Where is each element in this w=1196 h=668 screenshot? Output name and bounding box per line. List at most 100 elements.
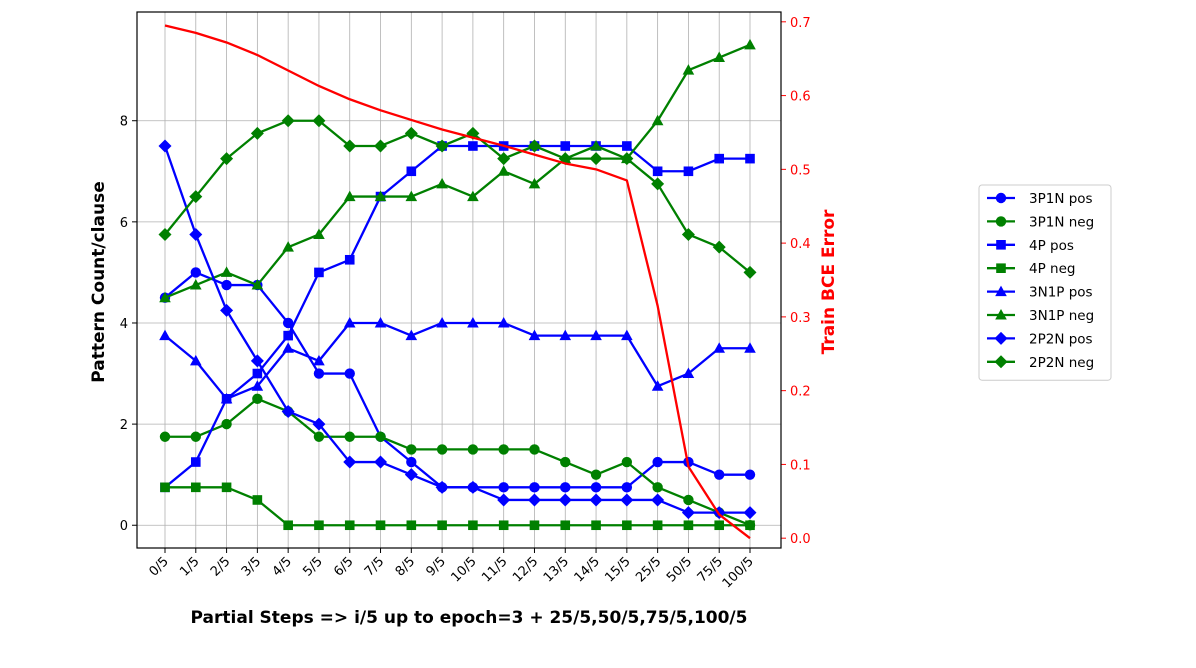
data-point	[651, 380, 664, 391]
data-point	[713, 51, 726, 63]
data-point	[590, 469, 602, 480]
x-tick-label: 2/5	[208, 554, 233, 579]
data-point	[745, 520, 755, 531]
y2-tick-label: 0.2	[790, 385, 811, 400]
data-point	[314, 520, 324, 531]
legend-item-4p-neg: 4P neg	[987, 261, 1075, 277]
data-point	[468, 141, 478, 151]
series-train-bce-error	[164, 24, 751, 540]
y2-tick-label: 0.7	[790, 16, 811, 31]
plot-frame	[136, 11, 782, 549]
data-point	[374, 316, 387, 328]
data-point	[745, 153, 755, 164]
y-tick-label: 2	[120, 418, 128, 433]
data-point	[651, 493, 665, 507]
data-point	[498, 444, 509, 455]
data-point	[437, 520, 447, 531]
y2-tick-label: 0.0	[790, 532, 811, 547]
data-point	[281, 114, 295, 128]
data-point	[343, 139, 357, 153]
data-point	[621, 456, 633, 468]
data-point	[250, 126, 264, 140]
legend-marker	[994, 355, 1008, 369]
data-point	[558, 493, 572, 507]
series-3p1n-neg	[159, 393, 756, 531]
data-point	[158, 227, 172, 241]
x-tick-label: 4/5	[270, 554, 295, 579]
data-point	[159, 329, 171, 341]
data-point	[559, 329, 572, 341]
data-point	[527, 139, 541, 153]
grid-lines	[137, 12, 781, 548]
data-point	[744, 38, 756, 50]
data-point	[159, 291, 171, 303]
data-point	[528, 329, 541, 341]
data-point	[529, 520, 540, 531]
data-point	[620, 152, 634, 166]
legend-box	[978, 184, 1112, 381]
data-point	[527, 493, 541, 507]
data-point	[590, 329, 602, 341]
y2-tick-label: 0.1	[790, 458, 811, 473]
data-point	[622, 141, 632, 151]
legend-marker	[994, 331, 1008, 345]
data-point	[221, 279, 232, 291]
x-tick-label: 6/5	[331, 554, 356, 579]
data-point	[283, 520, 293, 531]
data-point	[652, 520, 663, 531]
right-y-axis-label: Train BCE Error	[819, 209, 839, 354]
data-point	[251, 279, 264, 290]
data-point	[344, 368, 355, 379]
x-tick-label: 10/5	[448, 554, 479, 585]
data-point	[621, 482, 633, 493]
data-point	[252, 495, 263, 505]
series-3n1p-pos	[159, 316, 756, 404]
series-3n1p-neg	[159, 38, 756, 303]
legend-marker	[995, 309, 1007, 320]
legend-item-4p-pos: 4P pos	[987, 238, 1074, 254]
data-point	[497, 165, 510, 176]
legend-marker	[996, 240, 1006, 250]
data-point	[435, 139, 449, 153]
legend-marker	[995, 285, 1007, 297]
data-point	[406, 444, 417, 455]
data-point	[281, 404, 295, 418]
series-line	[164, 321, 750, 400]
y-tick-label: 6	[120, 216, 128, 231]
data-point	[683, 494, 694, 506]
data-point	[528, 177, 541, 189]
data-point	[713, 342, 726, 353]
series-line	[164, 24, 751, 540]
data-point	[436, 177, 448, 189]
data-point	[589, 152, 603, 166]
x-axis-label: Partial Steps => i/5 up to epoch=3 + 25/…	[191, 608, 748, 628]
x-tick-label: 5/5	[300, 554, 325, 579]
data-point	[498, 482, 509, 493]
y2-tick-label: 0.6	[790, 90, 811, 105]
legend-label: 3N1P neg	[1029, 308, 1094, 324]
x-tick-label: 25/5	[633, 554, 664, 585]
data-point	[683, 166, 694, 177]
data-point	[375, 520, 386, 531]
data-point	[251, 380, 264, 391]
data-point	[344, 431, 355, 442]
x-tick-label: 13/5	[541, 554, 572, 585]
data-point	[467, 190, 479, 202]
data-point	[189, 354, 202, 366]
data-point	[283, 330, 293, 341]
x-tick-label: 50/5	[664, 554, 695, 585]
data-point	[344, 254, 355, 265]
data-point	[405, 329, 418, 341]
x-tick-label: 3/5	[239, 554, 264, 579]
data-point	[651, 114, 664, 126]
x-axis: 0/5 1/5 2/5 3/5 4/5 5/5 6/5 7/5 8/5 9/5 10/5 11/5 12…	[146, 548, 757, 591]
legend-item-3p1n-neg: 3P1N neg	[987, 214, 1094, 230]
series-layer	[158, 24, 757, 540]
data-point	[681, 227, 695, 241]
data-point	[374, 139, 388, 153]
x-tick-label: 12/5	[510, 554, 541, 585]
left-y-axis: 0 2 4 6 8	[120, 115, 137, 534]
data-point	[221, 418, 232, 430]
data-point	[250, 354, 264, 368]
x-tick-label: 14/5	[572, 554, 603, 585]
